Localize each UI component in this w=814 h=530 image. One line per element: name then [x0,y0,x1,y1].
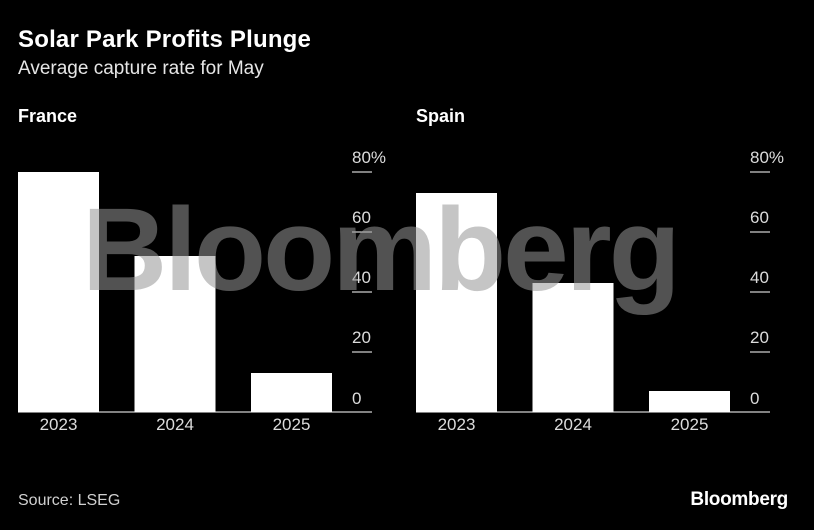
spain-ytick-label-60: 60 [750,208,769,227]
bloomberg-logo: Bloomberg [690,489,788,510]
spain-bar-2023 [416,193,497,412]
france-ytick-label-40: 40 [352,268,371,287]
spain-ytick-label-80: 80% [750,148,784,167]
france-ytick-label-0: 0 [352,389,361,408]
spain-category-label-2025: 2025 [671,415,709,434]
spain-category-label-2023: 2023 [438,415,476,434]
spain-ytick-label-0: 0 [750,389,759,408]
france-ytick-label-20: 20 [352,328,371,347]
france-category-label-2025: 2025 [273,415,311,434]
spain-bar-2024 [532,283,614,412]
france-category-label-2024: 2024 [156,415,194,434]
spain-bar-2025 [649,391,730,412]
france-ytick-label-80: 80% [352,148,386,167]
france-bar-2025 [251,373,332,412]
spain-ytick-label-40: 40 [750,268,769,287]
panel-title-spain: Spain [416,106,466,126]
chart-subtitle: Average capture rate for May [18,58,264,79]
spain-category-label-2024: 2024 [554,415,592,434]
panel-title-france: France [18,106,78,126]
france-ytick-label-60: 60 [352,208,371,227]
chart-title: Solar Park Profits Plunge [18,26,312,53]
france-category-label-2023: 2023 [40,415,78,434]
france-bar-2024 [134,256,216,412]
spain-ytick-label-20: 20 [750,328,769,347]
france-bar-2023 [18,172,99,412]
source-note: Source: LSEG [18,492,121,509]
